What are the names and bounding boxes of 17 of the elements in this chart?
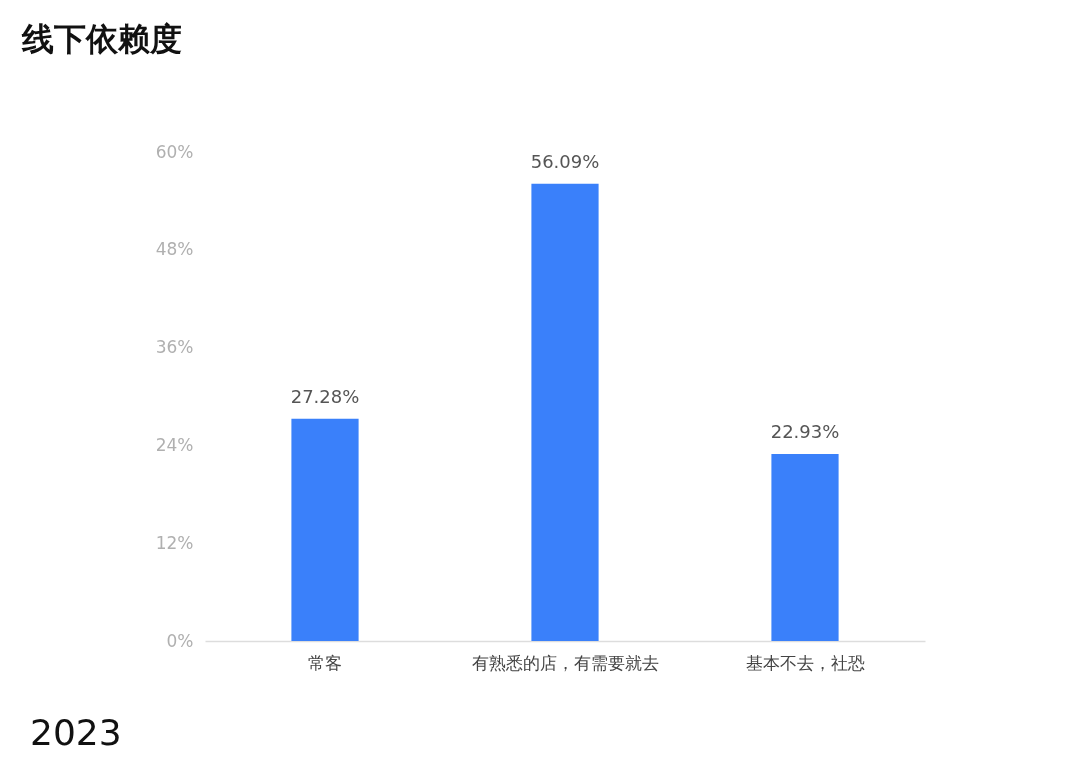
- x-tick-label: 基本不去，社恐: [745, 652, 865, 673]
- x-tick-label: 有熟悉的店，有需要就去: [471, 652, 659, 673]
- x-tick-label: 常客: [308, 652, 342, 673]
- y-tick-label: 60%: [155, 141, 194, 162]
- y-tick-label: 12%: [155, 532, 194, 553]
- bar: [291, 418, 359, 641]
- bar: [771, 454, 839, 641]
- data-label: 56.09%: [530, 150, 600, 172]
- bar: [531, 183, 599, 641]
- data-label: 27.28%: [290, 385, 360, 407]
- text: 2023: [30, 712, 122, 753]
- y-tick-label: 48%: [155, 239, 194, 260]
- y-tick-label: 24%: [155, 434, 194, 455]
- data-label: 22.93%: [770, 421, 840, 443]
- y-tick-label: 36%: [155, 337, 194, 358]
- chart-title: 线下依赖度: [22, 19, 182, 60]
- y-tick-label: 0%: [166, 630, 194, 651]
